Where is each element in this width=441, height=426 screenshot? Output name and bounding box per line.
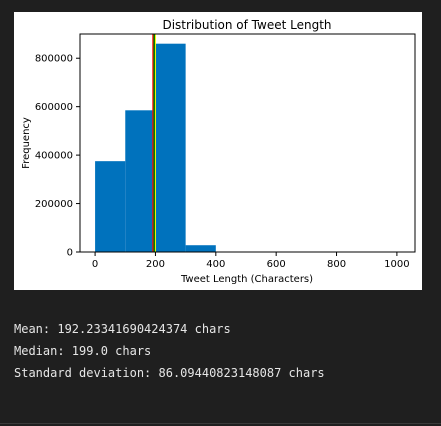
y-axis-label: Frequency [21,117,32,169]
axes-frame [79,33,416,253]
y-tick-label: 0 [67,248,73,259]
x-tick-label: 400 [206,259,225,270]
y-tick-label: 600000 [35,102,73,113]
y-tick-label: 200000 [35,199,73,210]
histogram-bar-0 [95,161,126,252]
histogram-figure: 0 200 400 600 800 1000 0 200000 400000 600000 8000… [14,12,422,290]
cell-divider [0,423,441,424]
x-tick-label: 600 [267,259,286,270]
histogram-bar-2 [155,43,186,252]
chart-title: Distribution of Tweet Length [162,18,331,32]
std-dev-text: Standard deviation: 86.09440823148087 ch… [14,366,325,380]
histogram-bar-3 [185,245,216,252]
stdout-stream: Mean: 192.23341690424374 chars Median: 1… [14,318,434,384]
x-tick-label: 0 [92,259,98,270]
median-text: Median: 199.0 chars [14,344,152,358]
x-tick-label: 1000 [384,259,409,270]
x-tick-label: 200 [146,259,165,270]
mean-text: Mean: 192.23341690424374 chars [14,322,231,336]
y-tick-label: 800000 [35,54,73,65]
x-tick-label: 800 [327,259,346,270]
histogram-chart: 0 200 400 600 800 1000 0 200000 400000 600000 8000… [21,18,416,285]
y-tick-label: 400000 [35,151,73,162]
histogram-bar-1 [125,110,156,252]
x-axis-label: Tweet Length (Characters) [180,274,313,285]
